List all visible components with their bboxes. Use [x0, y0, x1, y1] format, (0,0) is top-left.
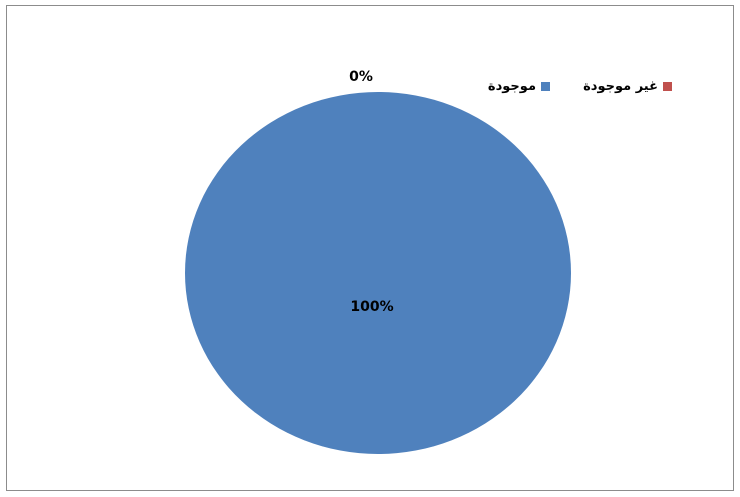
legend-label-absent: غير موجودة — [583, 79, 658, 94]
legend-swatch-absent — [663, 82, 672, 91]
legend-swatch-present — [541, 82, 550, 91]
legend-item-absent: غير موجودة — [583, 79, 672, 94]
legend: غير موجودة موجودة — [442, 79, 672, 99]
data-label-absent: 0% — [349, 69, 373, 85]
legend-label-present: موجودة — [487, 79, 536, 94]
legend-item-present: موجودة — [488, 79, 550, 94]
pie-slice-present — [185, 92, 571, 454]
data-label-present: 100% — [350, 299, 393, 315]
